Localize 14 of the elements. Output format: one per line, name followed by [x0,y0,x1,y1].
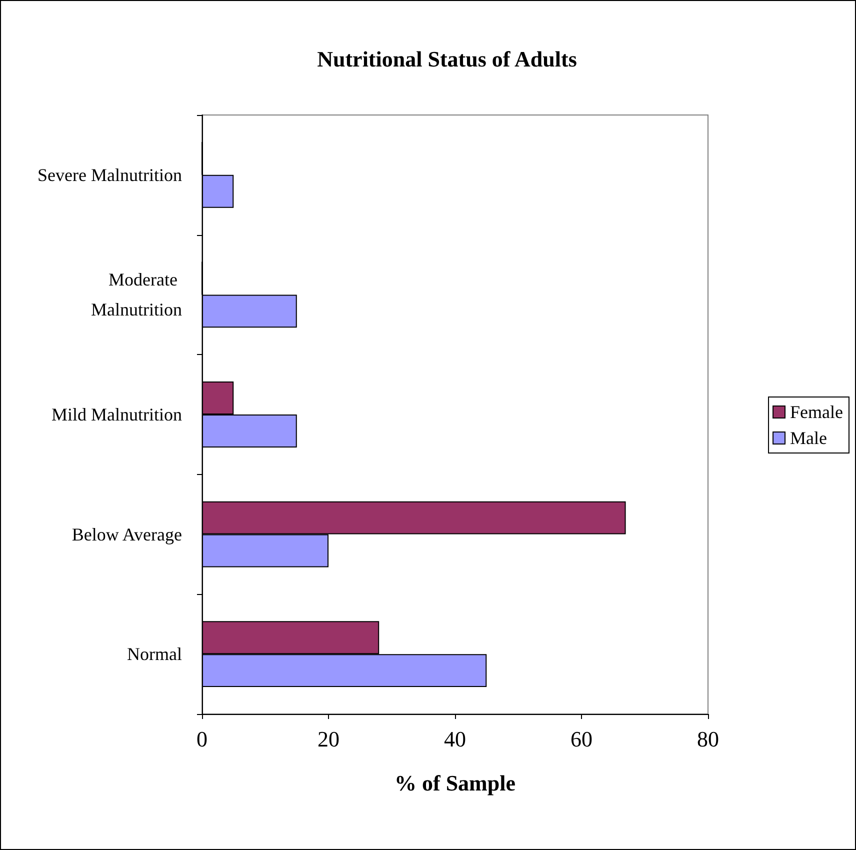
legend-label: Male [790,428,828,448]
x-tick-label: 20 [318,726,340,752]
legend-label: Female [790,402,844,422]
x-tick-label: 60 [570,726,592,752]
x-tick-label: 80 [697,726,719,752]
y-tick-label: Below Average [72,524,182,544]
y-tick-label: Severe Malnutrition [38,164,182,185]
y-tick-label: Mild Malnutrition [52,404,182,424]
y-tick-label: Normal [127,644,182,664]
x-axis-title: % of Sample [394,770,516,796]
chart-title: Nutritional Status of Adults [317,46,578,72]
y-tick-label: Moderate Malnutrition [91,270,182,320]
x-tick-label: 0 [196,726,208,752]
x-tick-label: 40 [444,726,466,752]
